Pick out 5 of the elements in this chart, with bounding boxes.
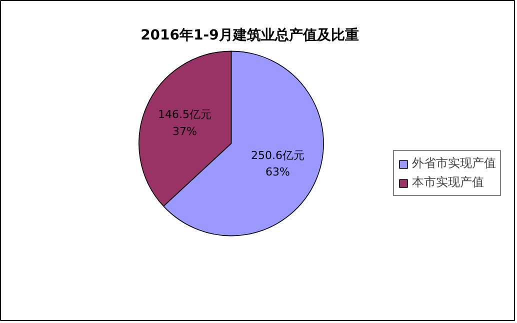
legend-label: 外省市实现产值	[412, 155, 496, 172]
data-label: 146.5亿元 37%	[158, 108, 212, 138]
chart-title: 2016年1-9月建筑业总产值及比重	[140, 26, 359, 44]
data-label: 250.6亿元 63%	[251, 148, 305, 179]
legend-label: 本市实现产值	[412, 174, 484, 191]
